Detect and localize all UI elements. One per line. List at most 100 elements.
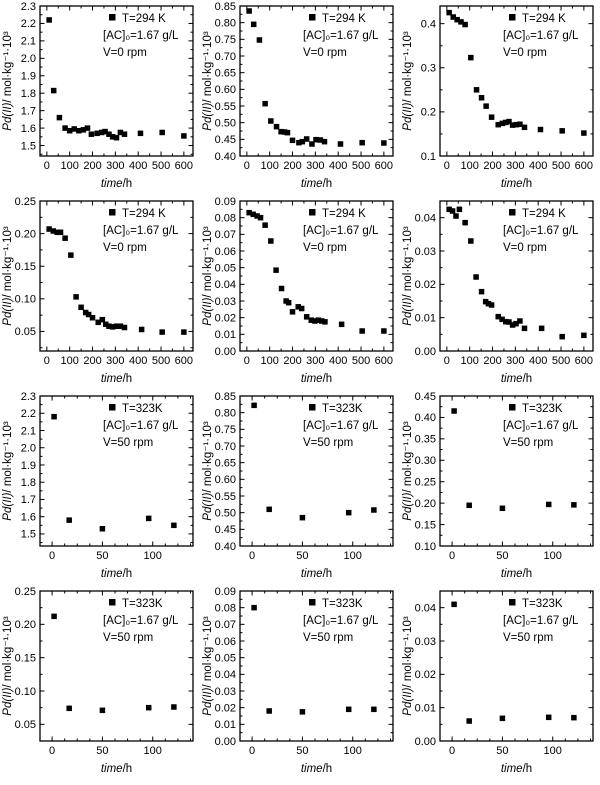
data-point (559, 128, 565, 134)
data-points (51, 613, 177, 714)
legend: T=323K [AC]₀=1.67 g/L V=50 rpm (103, 403, 179, 449)
svg-text:0.03: 0.03 (215, 296, 236, 308)
svg-text:0.60: 0.60 (215, 474, 236, 486)
svg-text:0.07: 0.07 (215, 619, 236, 631)
data-point (299, 514, 306, 521)
data-point (99, 316, 106, 323)
legend-line: V=50 rpm (503, 632, 553, 644)
tick-marks (240, 395, 393, 547)
svg-text:100: 100 (144, 745, 162, 757)
legend: T=323K [AC]₀=1.67 g/L V=50 rpm (303, 598, 379, 644)
svg-text:50: 50 (296, 550, 308, 562)
svg-text:0.10: 0.10 (15, 294, 36, 306)
svg-text:0.05: 0.05 (215, 262, 236, 274)
data-point (262, 100, 268, 107)
svg-text:100: 100 (61, 355, 79, 367)
chart-canvas: 0 50 100 0.10 0.15 0.20 0.25 0.30 0.35 0.40 0.45 ti… (402, 391, 594, 580)
data-point (289, 309, 296, 315)
y-tick-labels: 0.40 0.45 0.50 0.55 0.60 0.65 0.70 0.75 0.80 0.85 (215, 1, 236, 163)
data-point (506, 319, 512, 325)
data-point (109, 324, 116, 330)
svg-text:1.5: 1.5 (21, 140, 36, 152)
legend: T=294 K [AC]₀=1.67 g/L V=0 rpm (303, 13, 379, 59)
y-tick-labels: 0.00 0.01 0.02 0.03 0.04 (415, 602, 436, 747)
legend-line: T=294 K (122, 13, 166, 25)
svg-text:0.05: 0.05 (15, 326, 36, 338)
svg-text:500: 500 (552, 355, 570, 367)
subplot-9: 0 50 100 0.10 0.15 0.20 0.25 0.30 0.35 0.40 0.45 ti… (400, 390, 600, 585)
x-axis-label: time/h (301, 178, 332, 190)
svg-text:0.03: 0.03 (415, 246, 436, 258)
svg-text:600: 600 (175, 355, 193, 367)
data-point (246, 8, 252, 14)
data-point (103, 321, 109, 328)
chart-canvas: 0 50 1000.400.450.500.550.600.650.700.750.… (202, 391, 394, 580)
data-point (499, 715, 506, 722)
legend-line: T=323K (522, 598, 563, 610)
y-axis-label: Pd(II)/ mol·kg⁻¹·10³ (402, 616, 414, 716)
svg-text:0: 0 (44, 160, 50, 172)
svg-text:200: 200 (83, 355, 101, 367)
legend-line: V=50 rpm (303, 437, 353, 449)
subplot-2: 0 100 200 300 400 500 600 0.40 0.45 0.50 0.55 0.60 0… (200, 0, 400, 195)
x-axis-label: time/h (101, 178, 132, 190)
svg-text:200: 200 (283, 355, 301, 367)
svg-text:0.70: 0.70 (215, 51, 236, 63)
x-tick-labels: 0 100 200 300 400 500 600 (444, 160, 593, 172)
svg-text:0.2: 0.2 (421, 107, 436, 119)
data-point (138, 326, 145, 333)
data-point (296, 139, 302, 146)
svg-text:0.00: 0.00 (215, 346, 236, 358)
axes-frame (39, 395, 194, 547)
tick-marks (40, 590, 193, 742)
data-point (468, 238, 474, 244)
data-point (102, 128, 108, 135)
svg-text:400: 400 (329, 160, 347, 172)
svg-text:50: 50 (96, 550, 108, 562)
svg-text:0.40: 0.40 (215, 541, 236, 553)
y-axis-label: Pd(II)/ mol·kg⁻¹·10³ (202, 616, 214, 716)
svg-text:200: 200 (483, 160, 501, 172)
legend-marker-icon (309, 404, 316, 411)
chart-canvas: 0 50 100 1.5 1.6 1.7 1.8 1.9 2.0 2.1 2.2 2.3 time/h P… (2, 391, 194, 580)
data-point (517, 121, 523, 127)
y-axis-label: Pd(II)/ mol·kg⁻¹·10³ (202, 226, 214, 326)
data-point (499, 505, 506, 512)
data-point (281, 129, 288, 135)
svg-text:500: 500 (152, 355, 170, 367)
svg-text:500: 500 (352, 160, 370, 172)
data-point (295, 304, 301, 310)
x-axis-label: time/h (301, 373, 332, 385)
data-point (559, 333, 565, 340)
x-tick-labels: 0 50 100 (249, 745, 362, 757)
x-axis-label: time/h (301, 763, 332, 775)
data-point (66, 705, 72, 712)
svg-text:0.60: 0.60 (215, 84, 236, 96)
data-point (99, 526, 106, 532)
data-point (80, 127, 87, 133)
svg-text:0: 0 (244, 160, 250, 172)
data-point (453, 213, 459, 219)
svg-text:0.00: 0.00 (415, 736, 436, 748)
tick-marks (40, 395, 193, 546)
data-point (257, 214, 264, 221)
data-point (458, 19, 464, 25)
y-tick-labels: 0.00 0.01 0.02 0.03 0.04 0.05 0.06 0.07 0.08 0.09 (215, 196, 236, 358)
data-point (454, 16, 460, 23)
legend-line: T=323K (122, 403, 163, 415)
legend-line: V=50 rpm (303, 632, 353, 644)
svg-text:0.01: 0.01 (415, 312, 436, 324)
data-point (503, 318, 509, 325)
data-point (68, 252, 74, 258)
data-point (250, 211, 256, 218)
axes-frame (439, 5, 594, 157)
legend-line: V=0 rpm (303, 47, 347, 59)
svg-text:50: 50 (496, 550, 508, 562)
legend-line: V=0 rpm (503, 242, 547, 254)
data-point (266, 506, 272, 513)
data-point (499, 120, 506, 127)
svg-text:0.04: 0.04 (215, 279, 236, 291)
data-point (451, 408, 457, 414)
chart-canvas: 0 100 200 300 400 500 600 0.00 0.01 0.02 0.03 0.04 t… (402, 200, 594, 385)
legend-marker-icon (109, 14, 116, 21)
